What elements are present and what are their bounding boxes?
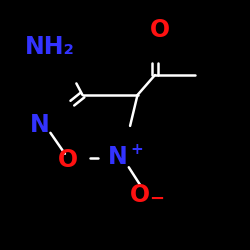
Text: −: − [149,190,164,208]
Text: O: O [130,183,150,207]
Text: NH₂: NH₂ [25,36,75,60]
Text: N: N [108,146,128,170]
Text: +: + [130,142,142,158]
Text: O: O [58,148,78,172]
Text: N: N [30,113,50,137]
Text: O: O [150,18,170,42]
